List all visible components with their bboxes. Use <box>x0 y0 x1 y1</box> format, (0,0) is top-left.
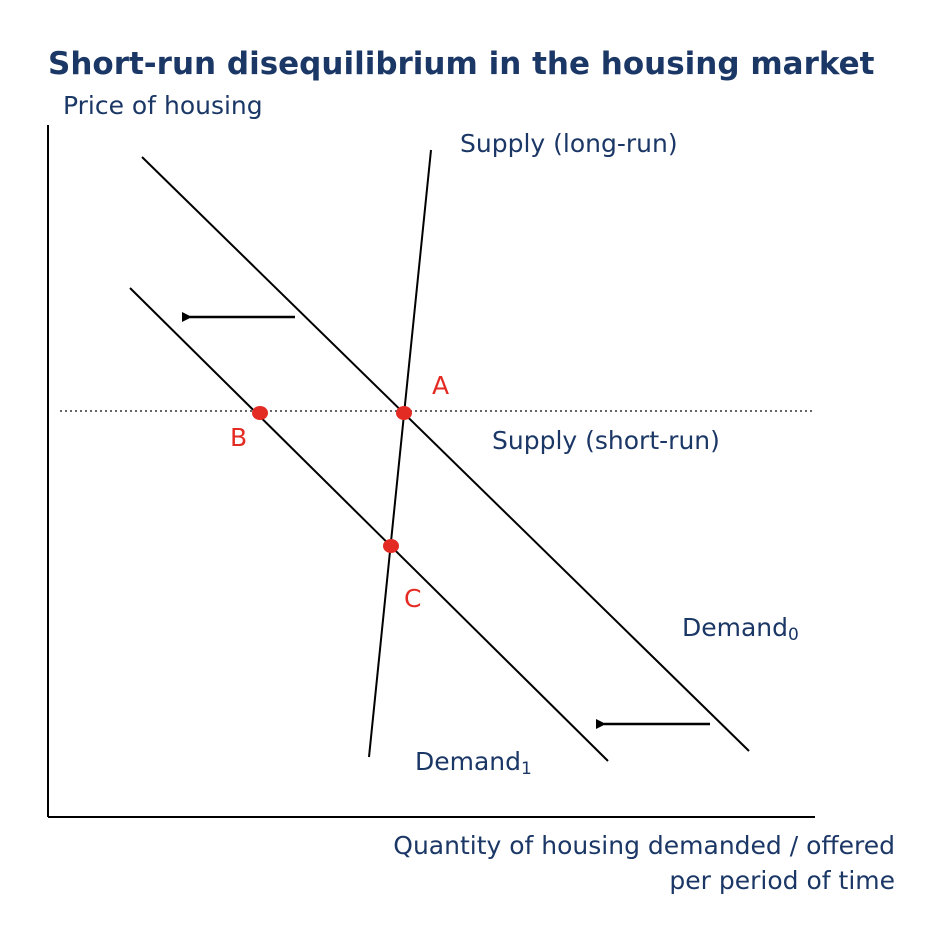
demand1-line <box>129 287 609 762</box>
demand0-line <box>141 156 750 752</box>
point-c-marker <box>383 539 399 553</box>
demand0-label: Demand0 <box>682 613 799 645</box>
demand1-label: Demand1 <box>415 747 532 779</box>
y-axis-label: Price of housing <box>63 91 263 120</box>
x-axis-label-line1: Quantity of housing demanded / offered <box>393 831 895 860</box>
point-a-marker <box>396 406 412 420</box>
supply-long-run-line <box>368 149 432 758</box>
x-axis-label-line2: per period of time <box>669 866 895 895</box>
point-b-label: B <box>230 423 247 452</box>
point-c-label: C <box>404 584 421 613</box>
point-b-marker <box>252 406 268 420</box>
point-a-label: A <box>432 371 449 400</box>
supply-long-run-label: Supply (long-run) <box>460 129 678 158</box>
diagram-title: Short-run disequilibrium in the housing … <box>48 46 875 82</box>
supply-short-run-label: Supply (short-run) <box>492 426 720 455</box>
